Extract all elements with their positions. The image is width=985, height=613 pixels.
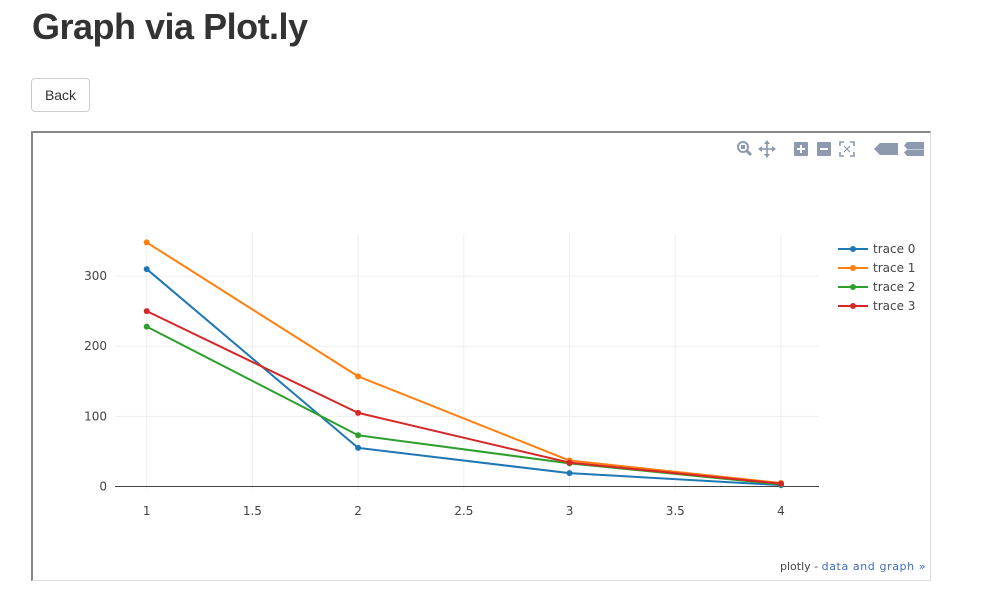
plotly-credit: plotly - data and graph »	[780, 560, 926, 573]
back-button[interactable]: Back	[31, 78, 90, 112]
page-title: Graph via Plot.ly	[32, 6, 308, 47]
hover-closest-icon[interactable]	[874, 140, 898, 158]
data-and-graph-link[interactable]: data and graph »	[821, 560, 927, 573]
pan-icon[interactable]	[758, 140, 776, 158]
zoom-in-icon[interactable]	[792, 140, 810, 158]
credit-prefix: plotly -	[780, 560, 822, 573]
zoom-out-icon[interactable]	[815, 140, 833, 158]
hover-compare-icon[interactable]	[904, 140, 924, 158]
zoom-icon[interactable]	[736, 140, 754, 158]
autoscale-icon[interactable]	[838, 140, 856, 158]
graph-container	[31, 131, 931, 581]
